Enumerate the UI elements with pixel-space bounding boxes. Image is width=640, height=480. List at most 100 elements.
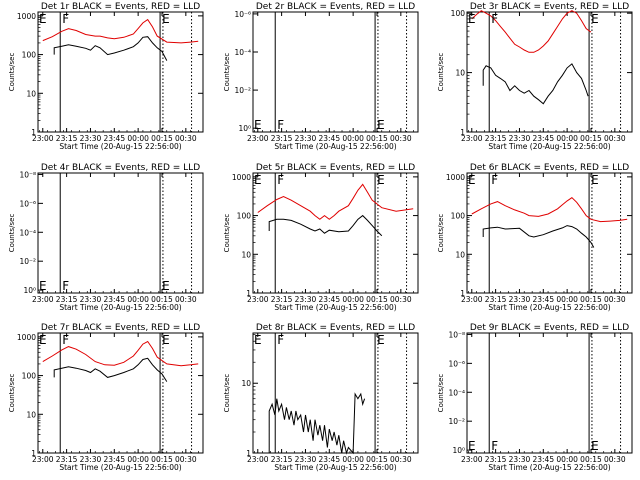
y-tick-label: 1000 <box>446 173 465 182</box>
series-lld-line <box>42 340 199 367</box>
plot-frame <box>252 11 419 133</box>
marker-e: E <box>162 333 170 347</box>
x-axis-label: Start Time (20-Aug-15 22:56:00) <box>274 463 396 472</box>
marker-f: F <box>491 173 498 187</box>
y-tick-label: 1 <box>246 289 251 298</box>
x-tick-label: 23:15 <box>485 455 507 464</box>
x-tick-label: 00:30 <box>175 295 197 304</box>
plot-frame <box>252 172 419 294</box>
x-tick-label: 23:30 <box>509 134 531 143</box>
x-tick-label: 00:00 <box>556 134 578 143</box>
panel-title: Det 7r BLACK = Events, RED = LLD <box>41 323 200 333</box>
series-events-line <box>482 63 589 105</box>
x-tick-label: 23:00 <box>247 455 269 464</box>
y-tick-label: 10⁻⁶ <box>234 10 251 19</box>
x-tick-label: 23:45 <box>103 295 125 304</box>
x-tick-label: 00:15 <box>366 455 388 464</box>
panel-det-6: Det 6r BLACK = Events, RED = LLD 23:00 23:… <box>437 163 633 312</box>
y-tick-label: 100 <box>22 51 37 60</box>
marker-f: F <box>277 333 284 347</box>
y-axis-label: Counts/sec <box>437 214 445 253</box>
x-tick-label: 00:00 <box>342 295 364 304</box>
x-axis-label: Start Time (20-Aug-15 22:56:00) <box>488 303 610 312</box>
series-events-line <box>268 214 383 237</box>
panel-title: Det 3r BLACK = Events, RED = LLD <box>470 2 629 12</box>
x-axis-label: Start Time (20-Aug-15 22:56:00) <box>59 142 181 151</box>
y-tick-label: 100 <box>237 212 252 221</box>
marker-e: E <box>377 173 385 187</box>
y-tick-label: 1000 <box>17 12 36 21</box>
marker-f: F <box>277 173 284 187</box>
panel-det-7: Det 7r BLACK = Events, RED = LLD 23:00 23:… <box>8 323 204 472</box>
y-tick-label: 10 <box>455 69 465 78</box>
marker-e: E <box>162 279 170 293</box>
x-tick-label: 23:00 <box>461 455 483 464</box>
y-tick-label: 1 <box>246 449 251 458</box>
marker-f: F <box>62 279 69 293</box>
x-tick-label: 00:15 <box>580 134 602 143</box>
x-tick-label: 23:00 <box>32 455 54 464</box>
y-tick-label: 100 <box>451 212 466 221</box>
plot-frame <box>37 332 204 454</box>
marker-e: E <box>39 333 47 347</box>
panel-title: Det 1r BLACK = Events, RED = LLD <box>41 2 200 12</box>
y-tick-label: 10⁻⁴ <box>19 228 36 237</box>
plot-frame <box>252 332 419 454</box>
marker-e: E <box>591 173 599 187</box>
marker-e: E <box>377 118 385 132</box>
panel-title: Det 9r BLACK = Events, RED = LLD <box>470 323 629 333</box>
x-tick-label: 23:15 <box>56 295 78 304</box>
x-tick-label: 23:45 <box>532 295 554 304</box>
x-tick-label: 00:15 <box>366 295 388 304</box>
y-tick-label: 10 <box>241 379 251 388</box>
panel-det-9: Det 9r BLACK = Events, RED = LLD 23:00 23:… <box>437 323 633 472</box>
x-tick-label: 00:30 <box>175 134 197 143</box>
y-tick-label: 10 <box>26 89 36 98</box>
x-tick-label: 23:00 <box>32 295 54 304</box>
marker-e: E <box>468 12 476 26</box>
marker-f: F <box>62 333 69 347</box>
marker-e: E <box>377 333 385 347</box>
y-tick-label: 10⁰ <box>238 124 251 133</box>
y-axis-label: Counts/sec <box>8 53 16 92</box>
y-tick-label: 1 <box>31 449 36 458</box>
x-tick-label: 23:15 <box>271 134 293 143</box>
y-axis-label: Counts/sec <box>223 53 231 92</box>
y-tick-label: 1 <box>460 128 465 137</box>
x-tick-label: 00:00 <box>127 295 149 304</box>
x-tick-label: 00:30 <box>604 134 626 143</box>
x-tick-label: 00:30 <box>390 455 412 464</box>
x-tick-label: 23:00 <box>461 295 483 304</box>
x-tick-label: 00:00 <box>556 295 578 304</box>
x-tick-label: 00:15 <box>151 455 173 464</box>
x-tick-label: 00:15 <box>366 134 388 143</box>
y-tick-label: 10⁻⁴ <box>448 388 465 397</box>
series-events-line <box>53 357 168 382</box>
x-tick-label: 23:00 <box>247 295 269 304</box>
y-tick-label: 1 <box>31 128 36 137</box>
x-tick-label: 00:30 <box>175 455 197 464</box>
y-tick-label: 100 <box>22 372 37 381</box>
y-tick-label: 10⁻⁸ <box>19 170 36 179</box>
marker-e: E <box>39 12 47 26</box>
panel-title: Det 6r BLACK = Events, RED = LLD <box>470 163 629 173</box>
series-lld-line <box>471 197 628 223</box>
x-tick-label: 23:45 <box>103 134 125 143</box>
marker-e: E <box>468 173 476 187</box>
x-tick-label: 23:00 <box>247 134 269 143</box>
plot-frame <box>466 172 633 294</box>
marker-e: E <box>39 279 47 293</box>
marker-e: E <box>468 439 476 453</box>
y-axis-label: Counts/sec <box>8 374 16 413</box>
marker-f: F <box>491 12 498 26</box>
y-axis-label: Counts/sec <box>223 374 231 413</box>
x-tick-label: 23:45 <box>532 134 554 143</box>
x-tick-label: 00:30 <box>604 295 626 304</box>
x-tick-label: 23:30 <box>80 455 102 464</box>
y-axis-label: Counts/sec <box>437 374 445 413</box>
